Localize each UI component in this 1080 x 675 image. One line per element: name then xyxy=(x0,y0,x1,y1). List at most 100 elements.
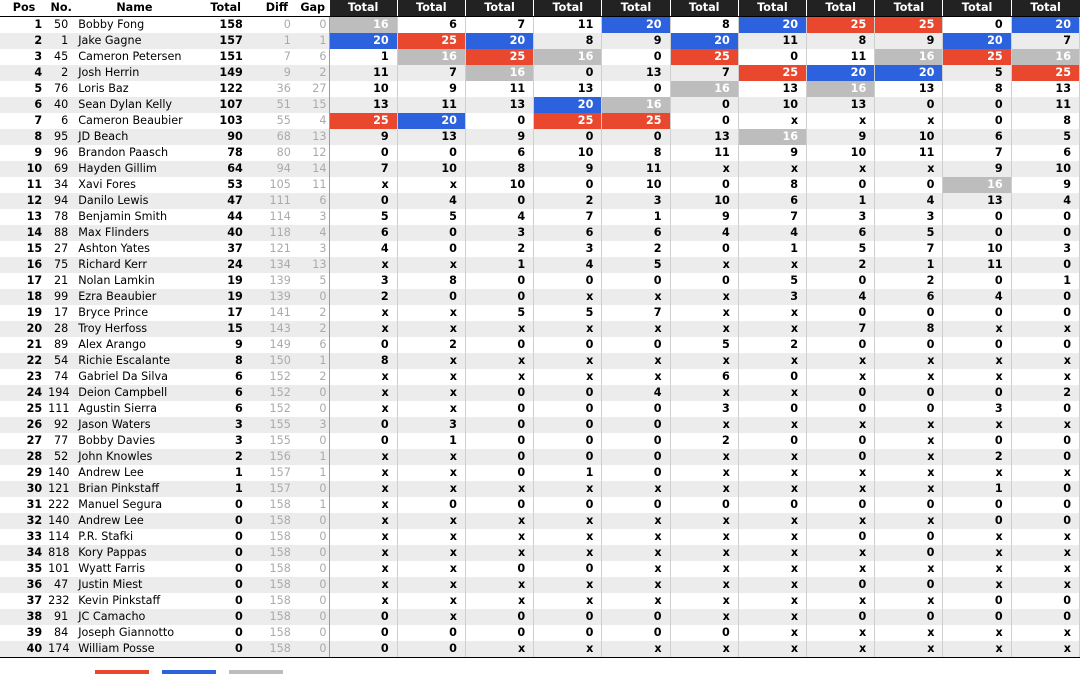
round-points-cell: x xyxy=(670,593,739,609)
round-points-cell: x xyxy=(533,369,603,385)
round-points-cell: x xyxy=(397,177,466,193)
table-row[interactable]: 28 52 John Knowles 2 156 1 x x 0 0 0 x x 0 x 2 0 xyxy=(0,449,1080,465)
table-row[interactable]: 32 140 Andrew Lee 0 158 0 x x x x x x x x x 0 0 xyxy=(0,513,1080,529)
table-row[interactable]: 31 222 Manuel Segura 0 158 1 x 0 0 0 0 0 0 0 0 0 0 xyxy=(0,497,1080,513)
table-row[interactable]: 38 91 JC Camacho 0 158 0 0 x 0 0 0 x x 0 0 0 0 xyxy=(0,609,1080,625)
round-points-cell: 0 xyxy=(1011,401,1080,417)
table-row[interactable]: 12 94 Danilo Lewis 47 111 6 0 4 0 2 3 10 6 1 4 13 4 xyxy=(0,193,1080,209)
round-points-cell: 1 xyxy=(397,433,466,449)
diff-cell: 158 xyxy=(256,561,297,577)
round-points-cell: 2 xyxy=(601,241,671,257)
table-row[interactable]: 8 95 JD Beach 90 68 13 9 13 9 0 0 13 16 9 10 6 5 xyxy=(0,129,1080,145)
table-row[interactable]: 39 84 Joseph Giannotto 0 158 0 0 0 0 0 0 0 x x x x x xyxy=(0,625,1080,641)
round-points-cell: 0 xyxy=(806,497,876,513)
table-row[interactable]: 18 99 Ezra Beaubier 19 139 0 2 0 0 x x x 3 4 6 4 0 xyxy=(0,289,1080,305)
rider-number-cell: 94 xyxy=(48,193,75,209)
rider-number-cell: 89 xyxy=(48,337,75,353)
table-row[interactable]: 37 232 Kevin Pinkstaff 0 158 0 x x x x x x x x x 0 0 xyxy=(0,593,1080,609)
round-points-cell: x xyxy=(329,385,398,401)
table-row[interactable]: 3 45 Cameron Petersen 151 7 6 1 16 25 16 0 25 0 11 16 2… xyxy=(0,49,1080,65)
round-points-cell: 2 xyxy=(738,337,808,353)
round-points-cell: 0 xyxy=(806,305,876,321)
table-row[interactable]: 1 50 Bobby Fong 158 0 0 16 6 7 11 20 8 20 25 25 0 20 xyxy=(0,16,1080,33)
header-diff[interactable]: Diff xyxy=(256,0,297,17)
round-points-cell: 0 xyxy=(465,609,535,625)
table-row[interactable]: 13 78 Benjamin Smith 44 114 3 5 5 4 7 1 9 7 3 3 0 0 xyxy=(0,209,1080,225)
round-points-cell: x xyxy=(465,321,535,337)
table-row[interactable]: 19 17 Bryce Prince 17 141 2 x x 5 5 7 x x 0 0 0 0 xyxy=(0,305,1080,321)
header-round-7[interactable]: Total xyxy=(737,0,807,17)
table-row[interactable]: 35 101 Wyatt Farris 0 158 0 x x 0 0 x x x x x x x xyxy=(0,561,1080,577)
gap-cell: 3 xyxy=(296,417,330,433)
table-row[interactable]: 4 2 Josh Herrin 149 9 2 11 7 16 0 13 7 25 20 20 5 25 xyxy=(0,65,1080,81)
table-row[interactable]: 7 6 Cameron Beaubier 103 55 4 25 20 0 25 25 0 x x x 0 8 xyxy=(0,113,1080,129)
table-row[interactable]: 14 88 Max Flinders 40 118 4 6 0 3 6 6 4 4 6 5 0 0 xyxy=(0,225,1080,241)
round-points-cell: x xyxy=(601,289,671,305)
round-points-cell: 10 xyxy=(465,177,535,193)
table-row[interactable]: 34 818 Kory Pappas 0 158 0 x x x x x x x x 0 x x xyxy=(0,545,1080,561)
header-round-11[interactable]: Total xyxy=(1010,0,1080,17)
table-row[interactable]: 23 74 Gabriel Da Silva 6 152 2 x x x x x 6 0 x x x x xyxy=(0,369,1080,385)
total-points-cell: 149 xyxy=(194,65,257,81)
table-row[interactable]: 21 89 Alex Arango 9 149 6 0 2 0 0 0 5 2 0 0 0 0 xyxy=(0,337,1080,353)
round-points-cell: 10 xyxy=(397,161,466,177)
rider-name-cell: Joseph Giannotto xyxy=(74,625,195,641)
round-points-cell: 8 xyxy=(670,16,739,33)
round-points-cell: 5 xyxy=(1011,129,1080,145)
table-row[interactable]: 6 40 Sean Dylan Kelly 107 51 15 13 11 13 20 16 0 10 1… xyxy=(0,97,1080,113)
table-row[interactable]: 5 76 Loris Baz 122 36 27 10 9 11 13 0 16 13 16 13 8 13 xyxy=(0,81,1080,97)
table-row[interactable]: 36 47 Justin Miest 0 158 0 x x x x x x x 0 0 x x xyxy=(0,577,1080,593)
round-points-cell: x xyxy=(738,609,808,625)
header-round-8[interactable]: Total xyxy=(806,0,875,17)
table-row[interactable]: 27 77 Bobby Davies 3 155 0 0 1 0 0 0 2 0 0 x 0 0 xyxy=(0,433,1080,449)
round-points-cell: 0 xyxy=(397,497,466,513)
table-row[interactable]: 24 194 Deion Campbell 6 152 0 x x 0 0 4 x x 0 0 0 2 xyxy=(0,385,1080,401)
table-row[interactable]: 17 21 Nolan Lamkin 19 139 5 3 8 0 0 0 0 5 0 2 0 1 xyxy=(0,273,1080,289)
table-row[interactable]: 22 54 Richie Escalante 8 150 1 8 x x x x x x x x x x xyxy=(0,353,1080,369)
header-name[interactable]: Name xyxy=(74,0,195,17)
table-row[interactable]: 20 28 Troy Herfoss 15 143 2 x x x x x x x 7 8 x x xyxy=(0,321,1080,337)
table-row[interactable]: 15 27 Ashton Yates 37 121 3 4 0 2 3 2 0 1 5 7 10 3 xyxy=(0,241,1080,257)
round-points-cell: 9 xyxy=(670,209,739,225)
rider-number-cell: 194 xyxy=(48,385,75,401)
table-row[interactable]: 26 92 Jason Waters 3 155 3 0 3 0 0 0 x x x x x x xyxy=(0,417,1080,433)
table-row[interactable]: 11 34 Xavi Fores 53 105 11 x x 10 0 10 0 8 0 0 16 9 xyxy=(0,177,1080,193)
table-row[interactable]: 9 96 Brandon Paasch 78 80 12 0 0 6 10 8 11 9 10 11 7 6 xyxy=(0,145,1080,161)
rider-name-cell: Andrew Lee xyxy=(74,513,195,529)
header-pos[interactable]: Pos xyxy=(0,0,49,17)
round-points-cell: 0 xyxy=(601,465,671,481)
header-round-4[interactable]: Total xyxy=(533,0,602,17)
table-row[interactable]: 29 140 Andrew Lee 1 157 1 x x 0 1 0 x x x x x x xyxy=(0,465,1080,481)
table-row[interactable]: 33 114 P.R. Stafki 0 158 0 x x x x x x x 0 0 x x xyxy=(0,529,1080,545)
round-points-cell: x xyxy=(397,529,466,545)
header-round-6[interactable]: Total xyxy=(669,0,739,17)
table-row[interactable]: 16 75 Richard Kerr 24 134 13 x x 1 4 5 x x 2 1 11 0 xyxy=(0,257,1080,273)
round-points-cell: 10 xyxy=(670,193,739,209)
table-row[interactable]: 2 1 Jake Gagne 157 1 1 20 25 20 8 9 20 11 8 9 20 7 xyxy=(0,33,1080,49)
table-row[interactable]: 25 111 Agustin Sierra 6 152 0 x x 0 0 0 3 0 0 0 3 0 xyxy=(0,401,1080,417)
round-points-cell: 5 xyxy=(874,225,944,241)
header-round-2[interactable]: Total xyxy=(396,0,466,17)
total-points-cell: 6 xyxy=(194,385,257,401)
header-total[interactable]: Total xyxy=(194,0,257,17)
rider-name-cell: Brandon Paasch xyxy=(74,145,195,161)
rider-name-cell: Cameron Beaubier xyxy=(74,113,195,129)
header-round-10[interactable]: Total xyxy=(942,0,1012,17)
round-points-cell: x xyxy=(738,257,808,273)
header-round-1[interactable]: Total xyxy=(328,0,398,17)
header-round-3[interactable]: Total xyxy=(464,0,534,17)
table-row[interactable]: 30 121 Brian Pinkstaff 1 157 0 x x x x x x x x x 1 0 xyxy=(0,481,1080,497)
round-points-cell: x xyxy=(942,353,1012,369)
round-points-cell: x xyxy=(1011,465,1080,481)
round-points-cell: x xyxy=(670,305,739,321)
round-points-cell: x xyxy=(533,289,603,305)
round-points-cell: 6 xyxy=(874,289,944,305)
header-gap[interactable]: Gap xyxy=(296,0,329,17)
header-round-5[interactable]: Total xyxy=(601,0,671,17)
header-round-9[interactable]: Total xyxy=(874,0,943,17)
round-points-cell: 10 xyxy=(533,145,603,161)
header-number[interactable]: No. xyxy=(48,0,75,17)
round-points-cell: 16 xyxy=(1011,49,1080,65)
table-row[interactable]: 40 174 William Posse 0 158 0 0 0 x x x x x x x x x xyxy=(0,641,1080,658)
table-row[interactable]: 10 69 Hayden Gillim 64 94 14 7 10 8 9 11 x x x x 9 10 xyxy=(0,161,1080,177)
